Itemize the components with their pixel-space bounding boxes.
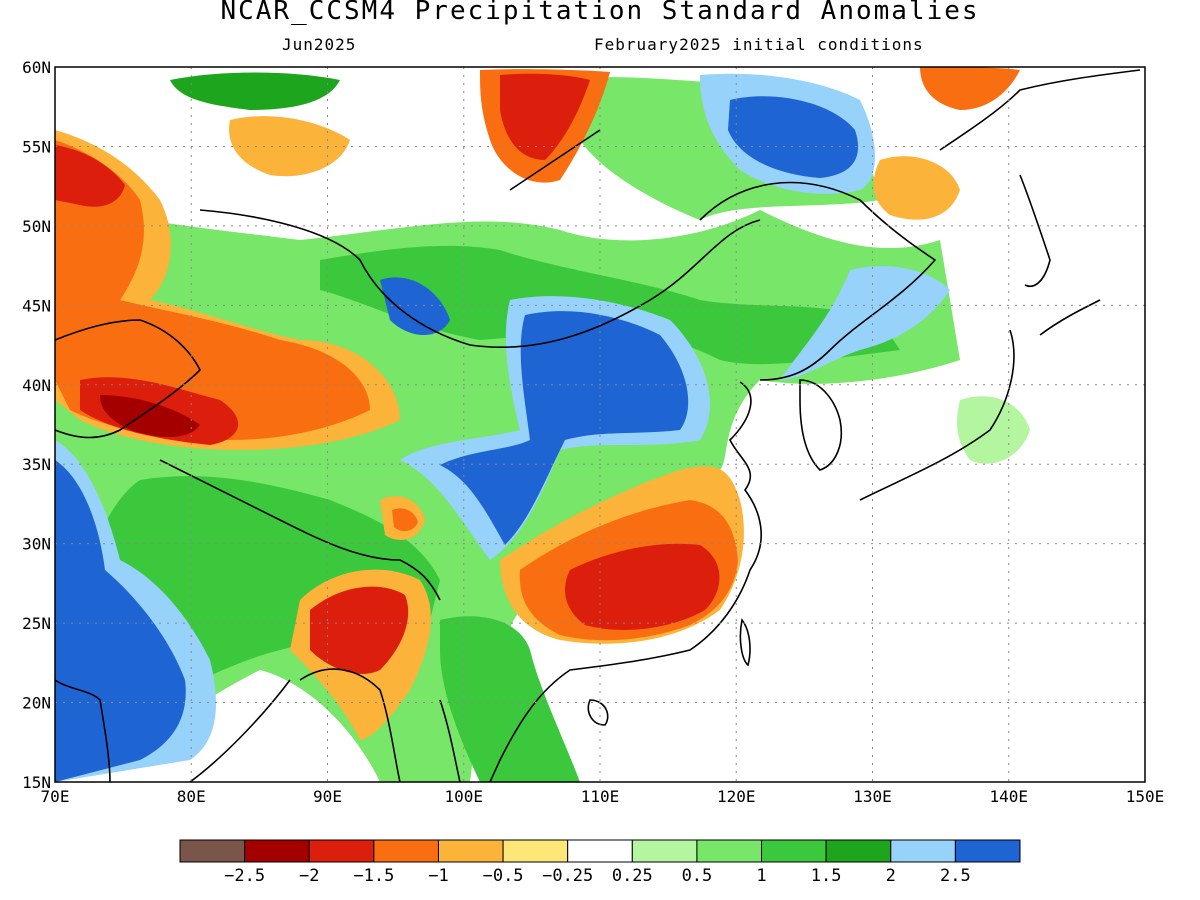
colorbar-swatch	[308, 839, 375, 863]
map-gridlines	[55, 67, 1145, 782]
colorbar-swatch	[631, 839, 698, 863]
colorbar-swatch	[567, 839, 633, 863]
colorbar-label: −2	[299, 866, 319, 886]
wet-anomaly-manchuria	[780, 266, 950, 380]
longitude-tick-label: 90E	[313, 787, 342, 806]
coastlines-and-borders	[55, 69, 1141, 782]
colorbar-swatch	[890, 839, 956, 863]
latitude-tick-label: 35N	[22, 455, 51, 474]
colorbar-swatch	[244, 839, 310, 863]
colorbar-label: 2	[886, 866, 896, 886]
colorbar-label: 0.5	[682, 866, 713, 886]
weak-wet-anomaly-japan	[957, 396, 1030, 464]
colorbar-label: 1.5	[811, 866, 842, 886]
latitude-tick-label: 40N	[22, 376, 51, 395]
coastline-taiwan	[739, 618, 751, 667]
coastline-japan	[859, 299, 1101, 501]
latitude-tick-label: 15N	[22, 773, 51, 792]
dry-anomaly-west-strong	[55, 140, 370, 440]
colorbar-label: 0.25	[612, 866, 653, 886]
coastline-hainan	[587, 699, 609, 726]
longitude-tick-label: 70E	[41, 787, 70, 806]
colorbar-swatch	[825, 839, 892, 863]
initial-conditions-label: February2025 initial conditions	[594, 35, 924, 54]
longitude-tick-label: 120E	[717, 787, 756, 806]
border-central-asia	[55, 319, 201, 439]
border-mongolia	[199, 209, 761, 349]
coastline-korea	[799, 379, 842, 471]
latitude-tick-label: 45N	[22, 296, 51, 315]
colorbar-label: −1.5	[353, 866, 394, 886]
colorbar-label: 1	[756, 866, 766, 886]
latitude-tick-label: 50N	[22, 217, 51, 236]
dry-anomaly-baikal-core	[500, 73, 590, 160]
latitude-tick-label: 60N	[22, 58, 51, 77]
colorbar-swatch	[373, 839, 439, 863]
colorbar-labels: −2.5 −2 −1.5 −1 −0.5 −0.25 0.25 0.5 1 1.5 2 2.5	[224, 866, 971, 886]
colorbar-swatch	[179, 839, 246, 863]
longitude-tick-labels: 70E 80E 90E 100E 110E 120E 130E 140E 150E	[41, 787, 1165, 806]
colorbar-swatch	[696, 839, 763, 863]
dry-anomaly-south-china-core	[565, 543, 720, 630]
colorbar-swatch	[437, 839, 504, 863]
dry-anomaly-kunlun-core	[392, 508, 418, 532]
dry-anomaly-kazakh	[55, 145, 125, 207]
border-russia-china	[699, 181, 937, 381]
positive-anomaly-indochina	[440, 616, 580, 782]
colorbar-label: −1	[428, 866, 448, 886]
longitude-tick-label: 130E	[853, 787, 892, 806]
longitude-tick-label: 100E	[444, 787, 483, 806]
dry-anomaly-bangladesh-core	[310, 586, 409, 674]
latitude-tick-labels: 15N 20N 25N 30N 35N 40N 45N 50N 55N 60N	[22, 58, 51, 792]
longitude-tick-label: 140E	[989, 787, 1028, 806]
colorbar-label: −2.5	[224, 866, 265, 886]
wet-anomaly-india-core	[55, 460, 186, 782]
border-himalaya	[159, 459, 441, 601]
wet-anomaly-center-core	[440, 311, 689, 545]
coastline-southeast-asia	[299, 668, 461, 782]
longitude-tick-label: 150E	[1126, 787, 1165, 806]
positive-anomaly-core	[170, 72, 340, 110]
coastline-east-asia	[489, 381, 762, 782]
coastline-lake-baikal	[509, 129, 601, 191]
latitude-tick-label: 20N	[22, 694, 51, 713]
longitude-tick-label: 110E	[581, 787, 620, 806]
latitude-tick-label: 55N	[22, 137, 51, 156]
coastline-india	[55, 679, 291, 782]
anomaly-field	[55, 67, 1145, 782]
coastline-sakhalin	[1019, 174, 1051, 287]
latitude-tick-label: 25N	[22, 614, 51, 633]
forecast-month-label: Jun2025	[282, 35, 357, 54]
colorbar-label: −0.25	[542, 866, 593, 886]
colorbar-label: 2.5	[940, 866, 971, 886]
dry-anomaly-sea-of-okhotsk	[920, 67, 1020, 110]
dry-anomaly-northeast	[873, 156, 960, 220]
wet-anomaly-north-core	[728, 96, 859, 178]
colorbar-swatches	[179, 839, 1021, 863]
wet-anomaly-hexi	[380, 277, 450, 335]
longitude-tick-label: 80E	[177, 787, 206, 806]
colorbar-label: −0.5	[483, 866, 524, 886]
dry-anomaly-altai	[229, 116, 350, 177]
colorbar-swatch	[761, 839, 827, 863]
colorbar-swatch	[954, 839, 1021, 863]
map-title: NCAR_CCSM4 Precipitation Standard Anomal…	[220, 0, 980, 26]
latitude-tick-label: 30N	[22, 535, 51, 554]
colorbar-swatch	[502, 839, 569, 863]
coastline-okhotsk	[939, 69, 1141, 151]
map-frame	[54, 66, 1146, 783]
